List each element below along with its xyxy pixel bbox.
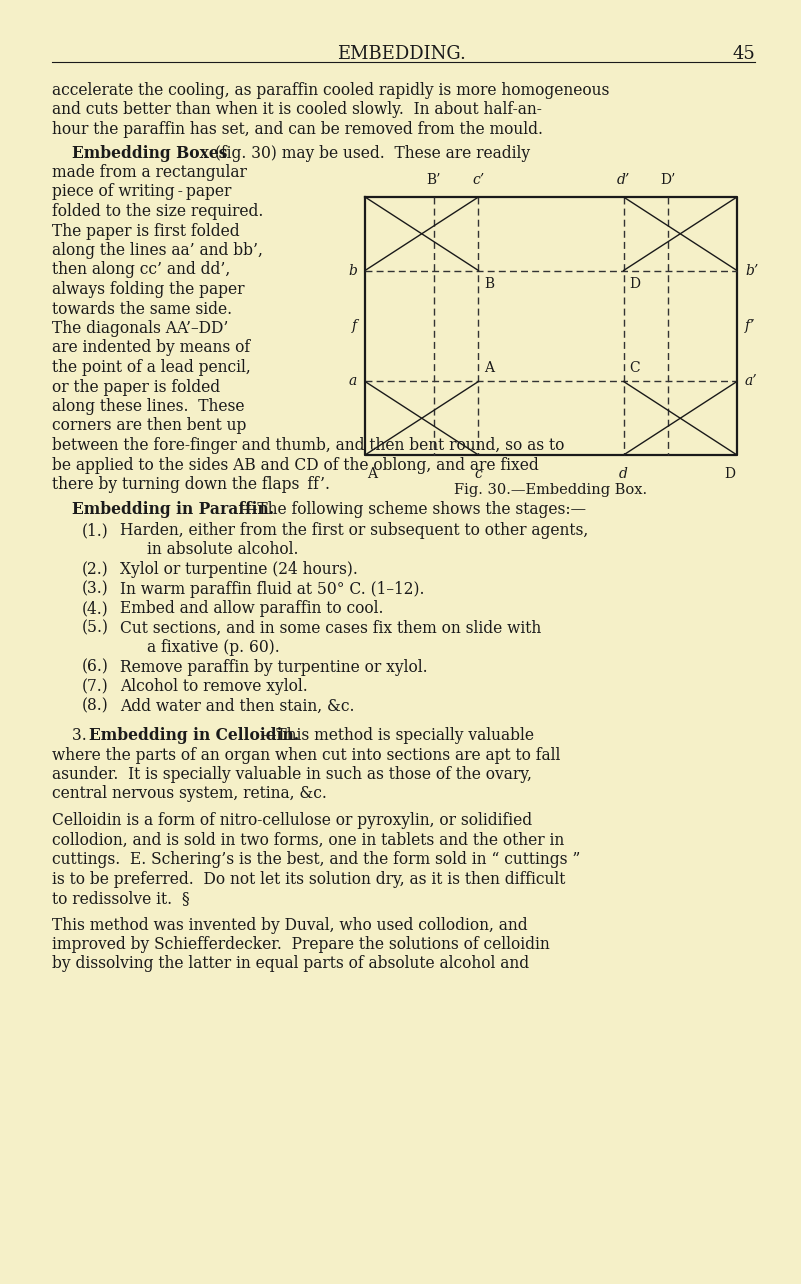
- Text: and cuts better than when it is cooled slowly.  In about half-an-: and cuts better than when it is cooled s…: [52, 101, 541, 118]
- Text: (4.): (4.): [82, 600, 109, 618]
- Text: —The following scheme shows the stages:—: —The following scheme shows the stages:—: [242, 501, 586, 517]
- Text: between the fore-finger and thumb, and then bent round, so as to: between the fore-finger and thumb, and t…: [52, 437, 565, 455]
- Text: The diagonals AA’–DD’: The diagonals AA’–DD’: [52, 320, 228, 336]
- Text: a’: a’: [745, 375, 758, 389]
- Text: corners are then bent up: corners are then bent up: [52, 417, 247, 434]
- Text: to redissolve it.  §: to redissolve it. §: [52, 890, 190, 907]
- Text: d’: d’: [617, 173, 630, 187]
- Text: Remove paraffin by turpentine or xylol.: Remove paraffin by turpentine or xylol.: [120, 659, 428, 675]
- Text: the point of a lead pencil,: the point of a lead pencil,: [52, 360, 251, 376]
- Text: folded to the size required.: folded to the size required.: [52, 203, 264, 220]
- Text: hour the paraffin has set, and can be removed from the mould.: hour the paraffin has set, and can be re…: [52, 121, 543, 137]
- Text: f’: f’: [745, 318, 755, 333]
- Text: are indented by means of: are indented by means of: [52, 339, 250, 357]
- Text: asunder.  It is specially valuable in such as those of the ovary,: asunder. It is specially valuable in suc…: [52, 767, 532, 783]
- Text: The paper is first folded: The paper is first folded: [52, 222, 239, 240]
- Text: (1.): (1.): [82, 523, 109, 539]
- Text: always folding the paper: always folding the paper: [52, 281, 244, 298]
- Text: a fixative (p. 60).: a fixative (p. 60).: [147, 639, 280, 656]
- Text: D: D: [724, 467, 735, 482]
- Text: Embedding Boxes: Embedding Boxes: [72, 145, 227, 162]
- Text: c’: c’: [473, 173, 485, 187]
- Text: (fig. 30) may be used.  These are readily: (fig. 30) may be used. These are readily: [210, 145, 530, 162]
- Text: by dissolving the latter in equal parts of absolute alcohol and: by dissolving the latter in equal parts …: [52, 955, 529, 972]
- Text: Xylol or turpentine (24 hours).: Xylol or turpentine (24 hours).: [120, 561, 358, 578]
- Text: b: b: [348, 263, 357, 277]
- Text: Alcohol to remove xylol.: Alcohol to remove xylol.: [120, 678, 308, 695]
- Text: EMBEDDING.: EMBEDDING.: [336, 45, 465, 63]
- Text: Embedding in Celloidin.: Embedding in Celloidin.: [89, 727, 299, 743]
- Text: (3.): (3.): [82, 580, 109, 597]
- Text: then along cc’ and dd’,: then along cc’ and dd’,: [52, 262, 230, 279]
- Text: (6.): (6.): [82, 659, 109, 675]
- Text: This method was invented by Duval, who used collodion, and: This method was invented by Duval, who u…: [52, 917, 528, 933]
- Text: there by turning down the flaps  ff’.: there by turning down the flaps ff’.: [52, 476, 330, 493]
- Text: (2.): (2.): [82, 561, 109, 578]
- Text: Harden, either from the first or subsequent to other agents,: Harden, either from the first or subsequ…: [120, 523, 588, 539]
- Text: where the parts of an organ when cut into sections are apt to fall: where the parts of an organ when cut int…: [52, 746, 561, 764]
- Text: 45: 45: [732, 45, 755, 63]
- Text: D’: D’: [661, 173, 676, 187]
- Text: In warm paraffin fluid at 50° C. (1–12).: In warm paraffin fluid at 50° C. (1–12).: [120, 580, 425, 597]
- Text: in absolute alcohol.: in absolute alcohol.: [147, 542, 299, 559]
- Text: A: A: [367, 467, 377, 482]
- Text: c: c: [474, 467, 482, 482]
- Text: towards the same side.: towards the same side.: [52, 300, 232, 317]
- Text: (7.): (7.): [82, 678, 109, 695]
- Text: piece of writing - paper: piece of writing - paper: [52, 184, 231, 200]
- Text: C: C: [630, 362, 640, 375]
- Text: Celloidin is a form of nitro-cellulose or pyroxylin, or solidified: Celloidin is a form of nitro-cellulose o…: [52, 811, 532, 829]
- Text: B’: B’: [427, 173, 441, 187]
- Text: or the paper is folded: or the paper is folded: [52, 379, 220, 395]
- Text: (5.): (5.): [82, 619, 109, 637]
- Text: f: f: [352, 318, 357, 333]
- Text: D: D: [630, 276, 641, 290]
- Text: B: B: [485, 276, 494, 290]
- Text: Add water and then stain, &c.: Add water and then stain, &c.: [120, 697, 355, 714]
- Text: along these lines.  These: along these lines. These: [52, 398, 244, 415]
- Text: is to be preferred.  Do not let its solution dry, as it is then difficult: is to be preferred. Do not let its solut…: [52, 871, 566, 887]
- Text: (8.): (8.): [82, 697, 109, 714]
- Text: along the lines aa’ and bb’,: along the lines aa’ and bb’,: [52, 241, 263, 259]
- Text: b’: b’: [745, 263, 759, 277]
- Text: cuttings.  E. Schering’s is the best, and the form sold in “ cuttings ”: cuttings. E. Schering’s is the best, and…: [52, 851, 581, 868]
- Text: Cut sections, and in some cases fix them on slide with: Cut sections, and in some cases fix them…: [120, 619, 541, 637]
- Text: d: d: [619, 467, 628, 482]
- Text: central nervous system, retina, &c.: central nervous system, retina, &c.: [52, 786, 327, 802]
- Text: Embedding in Paraffin.: Embedding in Paraffin.: [72, 501, 274, 517]
- Text: accelerate the cooling, as paraffin cooled rapidly is more homogeneous: accelerate the cooling, as paraffin cool…: [52, 82, 610, 99]
- Text: improved by Schiefferdecker.  Prepare the solutions of celloidin: improved by Schiefferdecker. Prepare the…: [52, 936, 549, 953]
- Text: Fig. 30.—Embedding Box.: Fig. 30.—Embedding Box.: [454, 483, 647, 497]
- Text: —This method is specially valuable: —This method is specially valuable: [261, 727, 534, 743]
- Text: made from a rectangular: made from a rectangular: [52, 164, 247, 181]
- Text: A: A: [485, 362, 494, 375]
- Text: 3.: 3.: [72, 727, 91, 743]
- Text: Embed and allow paraffin to cool.: Embed and allow paraffin to cool.: [120, 600, 384, 618]
- Text: be applied to the sides AB and CD of the oblong, and are fixed: be applied to the sides AB and CD of the…: [52, 457, 539, 474]
- Text: a: a: [348, 375, 357, 389]
- Text: collodion, and is sold in two forms, one in tablets and the other in: collodion, and is sold in two forms, one…: [52, 832, 564, 849]
